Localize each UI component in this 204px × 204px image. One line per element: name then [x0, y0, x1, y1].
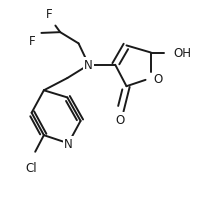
Text: O: O — [116, 113, 125, 126]
Text: N: N — [84, 59, 93, 72]
Text: Cl: Cl — [26, 161, 37, 174]
Text: O: O — [153, 72, 162, 85]
Text: OH: OH — [173, 47, 191, 60]
Text: F: F — [29, 35, 36, 48]
Text: F: F — [45, 8, 52, 21]
Text: N: N — [64, 137, 73, 150]
